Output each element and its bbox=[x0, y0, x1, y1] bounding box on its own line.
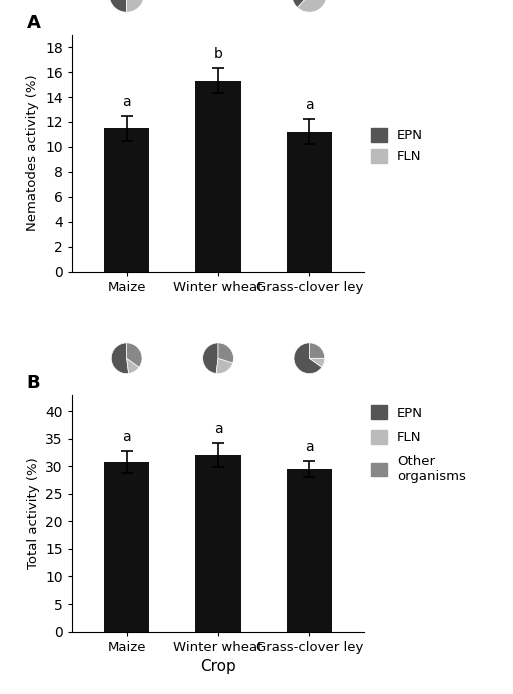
Text: a: a bbox=[305, 440, 314, 454]
Wedge shape bbox=[298, 0, 327, 12]
Wedge shape bbox=[127, 343, 142, 367]
Wedge shape bbox=[127, 358, 139, 373]
Text: a: a bbox=[214, 422, 222, 436]
Text: a: a bbox=[305, 99, 314, 112]
Text: a: a bbox=[122, 430, 131, 443]
Wedge shape bbox=[218, 343, 233, 363]
Y-axis label: Total activity (%): Total activity (%) bbox=[27, 457, 40, 569]
Wedge shape bbox=[111, 343, 129, 373]
Wedge shape bbox=[309, 358, 325, 367]
Bar bbox=[195, 81, 241, 271]
Legend: EPN, FLN, Other
organisms: EPN, FLN, Other organisms bbox=[371, 405, 466, 483]
Wedge shape bbox=[309, 343, 325, 358]
X-axis label: Crop: Crop bbox=[200, 659, 236, 674]
Bar bbox=[287, 132, 332, 271]
Wedge shape bbox=[216, 358, 233, 373]
Text: A: A bbox=[27, 15, 41, 33]
Wedge shape bbox=[292, 0, 309, 8]
Bar bbox=[195, 455, 241, 632]
Bar bbox=[104, 128, 149, 271]
Wedge shape bbox=[127, 0, 144, 12]
Wedge shape bbox=[294, 343, 322, 373]
Text: b: b bbox=[213, 47, 223, 61]
Wedge shape bbox=[109, 0, 127, 12]
Bar bbox=[287, 469, 332, 632]
Legend: EPN, FLN: EPN, FLN bbox=[371, 128, 423, 163]
Bar bbox=[104, 462, 149, 632]
Y-axis label: Nematodes activity (%): Nematodes activity (%) bbox=[27, 75, 40, 231]
Text: B: B bbox=[27, 374, 40, 392]
Wedge shape bbox=[203, 343, 218, 373]
Text: a: a bbox=[122, 94, 131, 109]
